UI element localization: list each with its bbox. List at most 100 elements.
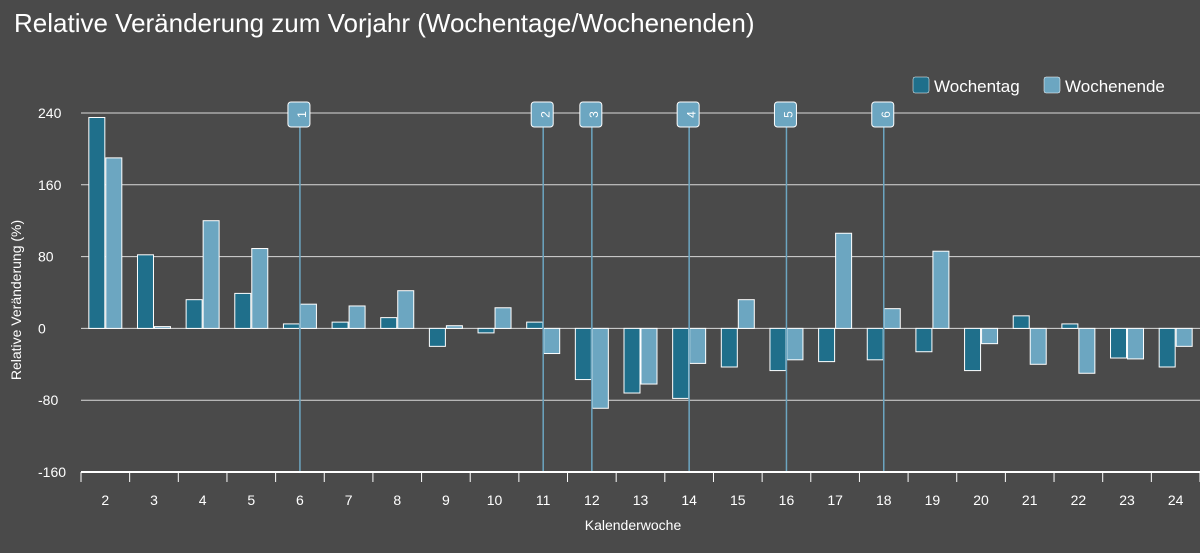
bar-wochentag-kw10[interactable] xyxy=(477,327,495,334)
x-tick-label: 24 xyxy=(1168,492,1184,508)
bar-wochentag-kw13[interactable] xyxy=(623,327,641,394)
bar-wochenende-kw13[interactable] xyxy=(640,327,658,385)
bar-wochenende-kw7[interactable] xyxy=(348,305,366,329)
legend-swatch-wochenende[interactable] xyxy=(1043,76,1061,94)
x-tick-label: 4 xyxy=(199,492,207,508)
x-tick-label: 10 xyxy=(487,492,503,508)
bar-wochentag-kw17[interactable] xyxy=(818,327,836,363)
bar-wochenende-kw15[interactable] xyxy=(737,299,755,329)
annotation-marker[interactable] xyxy=(579,101,603,128)
chart-title: Relative Veränderung zum Vorjahr (Wochen… xyxy=(14,8,755,38)
bar-wochenende-kw21[interactable] xyxy=(1029,327,1047,365)
annotation-marker[interactable] xyxy=(773,101,797,128)
annotation-marker-label: 1 xyxy=(295,111,309,118)
annotation-marker[interactable] xyxy=(871,101,895,128)
x-axis-label: Kalenderwoche xyxy=(585,517,682,533)
bar-wochentag-kw7[interactable] xyxy=(331,321,349,329)
bar-wochenende-kw22[interactable] xyxy=(1078,327,1096,374)
bar-wochentag-kw4[interactable] xyxy=(185,299,203,329)
annotation-marker[interactable] xyxy=(530,101,554,128)
bar-wochentag-kw2[interactable] xyxy=(88,116,106,329)
x-tick-label: 13 xyxy=(633,492,649,508)
x-tick-label: 5 xyxy=(247,492,255,508)
bar-wochenende-kw19[interactable] xyxy=(932,250,950,329)
x-tick-label: 11 xyxy=(536,492,551,508)
bar-wochenende-kw11[interactable] xyxy=(543,327,561,355)
y-axis-ticks: 240 160 80 0 -80 -160 xyxy=(38,105,66,480)
x-tick-label: 9 xyxy=(442,492,450,508)
bar-wochentag-kw14[interactable] xyxy=(672,327,690,399)
bar-wochenende-kw18[interactable] xyxy=(883,308,901,329)
bar-wochenende-kw12[interactable] xyxy=(591,327,609,409)
bar-wochentag-kw8[interactable] xyxy=(380,317,398,329)
annotation-marker-label: 3 xyxy=(587,111,601,118)
annotation-markers: 1 2 3 4 5 6 xyxy=(287,101,895,472)
bar-wochenende-kw5[interactable] xyxy=(251,248,269,329)
bar-wochenende-kw17[interactable] xyxy=(835,232,853,329)
bar-wochenende-kw2[interactable] xyxy=(105,157,123,329)
annotation-marker-label: 6 xyxy=(879,111,893,118)
x-tick-label: 16 xyxy=(779,492,795,508)
bar-wochenende-kw24[interactable] xyxy=(1175,327,1193,347)
legend-swatch-wochentag[interactable] xyxy=(912,76,930,94)
x-tick-label: 3 xyxy=(150,492,158,508)
bar-wochenende-kw20[interactable] xyxy=(981,327,999,345)
bar-wochenende-kw16[interactable] xyxy=(786,327,804,361)
y-axis-label: Relative Veränderung (%) xyxy=(8,220,24,380)
x-axis-ticks: 2 3 4 5 6 7 8 9 10 11 12 13 14 15 16 17 18 19 20 21 22 23 24 xyxy=(80,472,1200,508)
bar-wochentag-kw3[interactable] xyxy=(136,254,154,329)
y-tick-label: 160 xyxy=(38,177,62,193)
bar-wochentag-kw24[interactable] xyxy=(1158,327,1176,368)
bar-wochentag-kw16[interactable] xyxy=(769,327,787,372)
bar-wochenende-kw9[interactable] xyxy=(445,325,463,329)
x-tick-label: 8 xyxy=(393,492,401,508)
bar-wochentag-kw15[interactable] xyxy=(720,327,738,368)
y-tick-label: -160 xyxy=(38,464,66,480)
bar-wochentag-kw21[interactable] xyxy=(1012,315,1030,329)
bar-wochenende-kw3[interactable] xyxy=(153,326,171,329)
annotation-marker[interactable] xyxy=(676,101,700,128)
bar-wochentag-kw18[interactable] xyxy=(866,327,884,361)
annotation-marker-label: 2 xyxy=(538,111,552,118)
legend-label-wochenende[interactable]: Wochenende xyxy=(1065,77,1165,96)
annotation-marker-label: 5 xyxy=(782,111,796,118)
bar-wochentag-kw23[interactable] xyxy=(1110,327,1128,359)
bar-wochenende-kw4[interactable] xyxy=(202,220,220,329)
bar-wochenende-kw8[interactable] xyxy=(397,290,415,329)
bar-wochenende-kw23[interactable] xyxy=(1127,327,1145,360)
y-tick-label: -80 xyxy=(38,392,58,408)
x-tick-label: 12 xyxy=(584,492,600,508)
bars xyxy=(88,116,1193,409)
x-tick-label: 18 xyxy=(876,492,892,508)
x-tick-label: 14 xyxy=(681,492,697,508)
bar-wochentag-kw11[interactable] xyxy=(526,321,544,329)
annotation-marker[interactable] xyxy=(287,101,311,128)
x-tick-label: 20 xyxy=(973,492,989,508)
x-tick-label: 21 xyxy=(1022,492,1038,508)
bar-wochentag-kw19[interactable] xyxy=(915,327,933,353)
legend-label-wochentag[interactable]: Wochentag xyxy=(934,77,1020,96)
y-tick-label: 0 xyxy=(38,320,46,336)
bar-wochentag-kw22[interactable] xyxy=(1061,323,1079,329)
bar-wochenende-kw14[interactable] xyxy=(689,327,707,364)
bar-wochentag-kw6[interactable] xyxy=(282,323,300,329)
bar-wochenende-kw10[interactable] xyxy=(494,307,512,329)
x-tick-label: 15 xyxy=(730,492,746,508)
annotation-marker-label: 4 xyxy=(684,111,698,118)
bar-wochentag-kw9[interactable] xyxy=(428,327,446,347)
bar-wochentag-kw20[interactable] xyxy=(964,327,982,372)
bar-wochentag-kw12[interactable] xyxy=(574,327,592,381)
legend: Wochentag Wochenende xyxy=(912,76,1165,96)
bar-wochentag-kw5[interactable] xyxy=(234,292,252,329)
x-tick-label: 23 xyxy=(1119,492,1135,508)
x-tick-label: 6 xyxy=(296,492,304,508)
x-tick-label: 22 xyxy=(1071,492,1087,508)
y-tick-label: 240 xyxy=(38,105,62,121)
x-tick-label: 2 xyxy=(101,492,109,508)
y-tick-label: 80 xyxy=(38,249,54,265)
x-tick-label: 19 xyxy=(925,492,941,508)
bar-wochenende-kw6[interactable] xyxy=(299,303,317,329)
x-tick-label: 7 xyxy=(345,492,353,508)
x-tick-label: 17 xyxy=(827,492,843,508)
